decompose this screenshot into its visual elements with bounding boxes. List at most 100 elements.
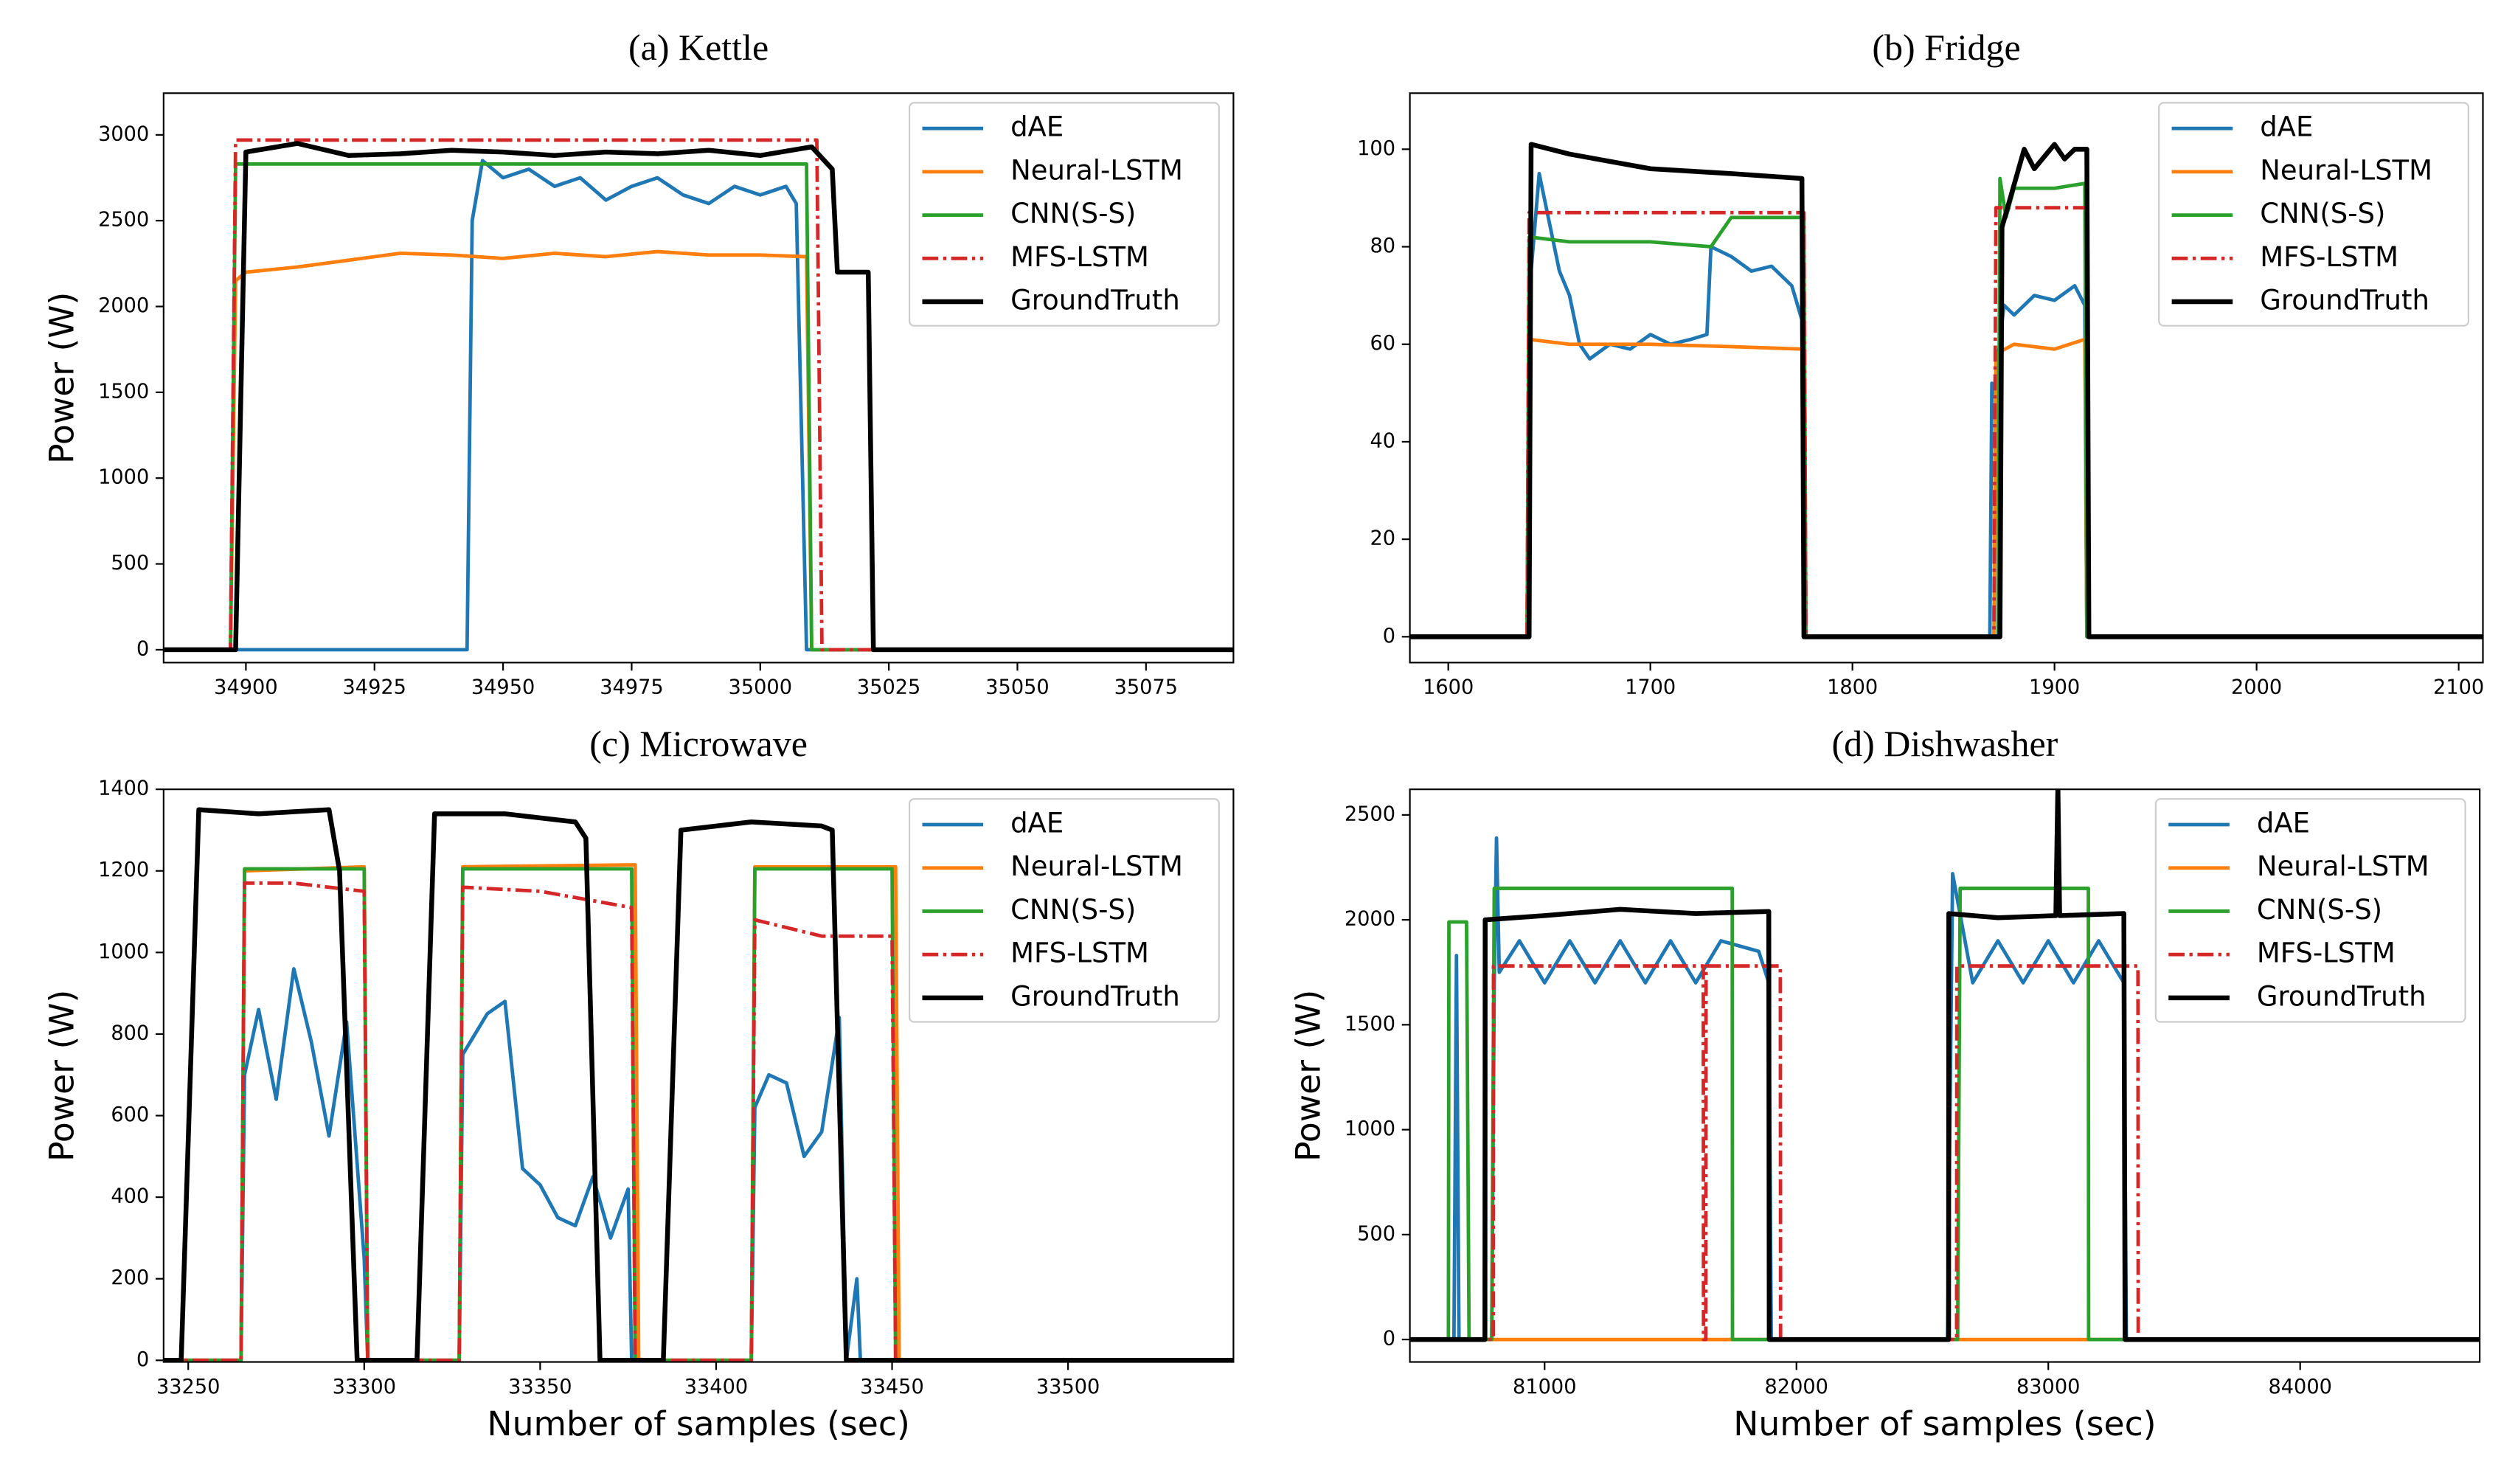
legend-label: GroundTruth: [1010, 980, 1180, 1012]
x-tick-label: 33250: [156, 1376, 220, 1398]
y-tick-label: 2000: [98, 294, 149, 317]
legend-label: MFS-LSTM: [1010, 241, 1149, 273]
y-tick-label: 0: [136, 1348, 149, 1371]
y-tick-label: 0: [136, 637, 149, 660]
y-tick-label: 200: [111, 1266, 149, 1289]
y-tick-label: 2500: [1345, 802, 1395, 825]
axes-frame: [162, 92, 1235, 664]
y-tick-label: 1200: [98, 859, 149, 881]
x-tick-label: 81000: [1513, 1376, 1576, 1398]
legend-label: dAE: [1010, 111, 1064, 143]
y-tick-label: 40: [1370, 429, 1395, 452]
series-line: [163, 141, 1234, 653]
legend-label: MFS-LSTM: [1010, 937, 1149, 969]
y-tick-label: 500: [1357, 1222, 1395, 1245]
legend: dAE Neural-LSTM CNN(S-S) MFS-LSTM GroundTrut…: [908, 798, 1220, 1023]
x-tick-label: 34950: [471, 676, 535, 699]
series-line: [1409, 142, 2483, 639]
x-tick-label: 82000: [1765, 1376, 1828, 1398]
plot-area: [163, 138, 1234, 653]
legend-label: Neural-LSTM: [1010, 850, 1183, 882]
y-tick-label: 0: [1383, 625, 1395, 648]
y-tick-label: 500: [111, 552, 149, 575]
x-tick-label: 2100: [2433, 676, 2484, 699]
y-tick-label: 600: [111, 1103, 149, 1126]
y-tick-label: 1500: [98, 380, 149, 403]
plot-area: [1409, 789, 2480, 1342]
y-tick-label: 400: [111, 1185, 149, 1208]
subplot-title: (a) Kettle: [628, 27, 769, 68]
subplot-title: (c) Microwave: [589, 723, 808, 764]
legend-box: [2158, 102, 2470, 327]
series-line: [163, 807, 1234, 1362]
legend-label: GroundTruth: [2257, 980, 2426, 1012]
y-tick-label: 1500: [1345, 1013, 1395, 1036]
legend-label: CNN(S-S): [2257, 894, 2382, 926]
axes-frame: [1409, 788, 2481, 1363]
series-line: [163, 881, 1234, 1362]
y-tick-label: 3000: [98, 122, 149, 145]
legend-label: Neural-LSTM: [1010, 154, 1183, 186]
legend: dAE Neural-LSTM CNN(S-S) MFS-LSTM GroundTrut…: [2158, 102, 2470, 327]
legend-label: Neural-LSTM: [2257, 850, 2429, 882]
y-tick-label: 1000: [98, 940, 149, 963]
subplot: (a) Kettle 34900 34925 34950 34975 35000 35025…: [42, 27, 1235, 699]
y-tick-label: 60: [1370, 332, 1395, 355]
x-tick-label: 84000: [2268, 1376, 2331, 1398]
x-tick-label: 33500: [1036, 1376, 1100, 1398]
y-tick-label: 100: [1357, 137, 1395, 160]
y-tick-label: 0: [1383, 1328, 1395, 1350]
x-tick-label: 1600: [1423, 676, 1474, 699]
subplot-title: (d) Dishwasher: [1831, 723, 2058, 764]
x-axis-label: Number of samples (sec): [1733, 1404, 2156, 1443]
series-line: [163, 867, 1234, 1362]
x-tick-label: 2000: [2231, 676, 2282, 699]
subplot-title: (b) Fridge: [1872, 27, 2020, 68]
x-tick-label: 35050: [985, 676, 1049, 699]
series-line: [1409, 887, 2480, 1342]
legend-label: dAE: [1010, 807, 1064, 839]
legend-label: CNN(S-S): [2260, 198, 2385, 229]
series-line: [163, 159, 1234, 652]
x-tick-label: 1800: [1827, 676, 1878, 699]
legend-label: GroundTruth: [2260, 285, 2429, 316]
legend-label: Neural-LSTM: [2260, 154, 2432, 186]
series-line: [163, 967, 1234, 1362]
x-tick-label: 35075: [1114, 676, 1178, 699]
x-tick-label: 35025: [857, 676, 920, 699]
y-tick-label: 80: [1370, 235, 1395, 257]
legend-label: dAE: [2260, 111, 2313, 143]
plot-area: [1409, 142, 2483, 639]
legend-label: MFS-LSTM: [2260, 241, 2398, 273]
x-tick-label: 34975: [600, 676, 663, 699]
subplot: (b) Fridge 1600 1700 1800 1900 2000 2100 0 20 40 6…: [1357, 27, 2484, 698]
y-tick-label: 800: [111, 1022, 149, 1044]
series-line: [1409, 964, 2480, 1342]
y-axis-label: Power (W): [1288, 990, 1328, 1162]
x-tick-label: 33300: [333, 1376, 396, 1398]
x-axis-label: Number of samples (sec): [487, 1404, 909, 1443]
subplot: (d) Dishwasher 81000 82000 83000 84000 0 500 10…: [1288, 723, 2481, 1443]
x-tick-label: 33350: [508, 1376, 572, 1398]
x-tick-label: 34925: [343, 676, 406, 699]
axes-frame: [162, 788, 1235, 1363]
y-tick-label: 20: [1370, 527, 1395, 550]
plot-area: [163, 807, 1234, 1362]
legend-label: CNN(S-S): [1010, 894, 1136, 926]
legend-label: CNN(S-S): [1010, 198, 1136, 229]
series-line: [1409, 171, 2483, 639]
x-tick-label: 35000: [729, 676, 792, 699]
subplot: (c) Microwave 33250 33300 33350 33400 33450 33…: [42, 723, 1235, 1443]
legend-box: [908, 798, 1220, 1023]
x-tick-label: 34900: [214, 676, 277, 699]
series-line: [1409, 789, 2480, 1342]
legend-box: [2154, 798, 2466, 1023]
legend-label: MFS-LSTM: [2257, 937, 2396, 969]
axes-frame: [1409, 92, 2484, 664]
y-tick-label: 1400: [98, 777, 149, 800]
x-tick-label: 33400: [684, 1376, 748, 1398]
legend-box: [908, 102, 1220, 327]
y-tick-label: 1000: [98, 466, 149, 489]
y-axis-label: Power (W): [42, 990, 81, 1162]
